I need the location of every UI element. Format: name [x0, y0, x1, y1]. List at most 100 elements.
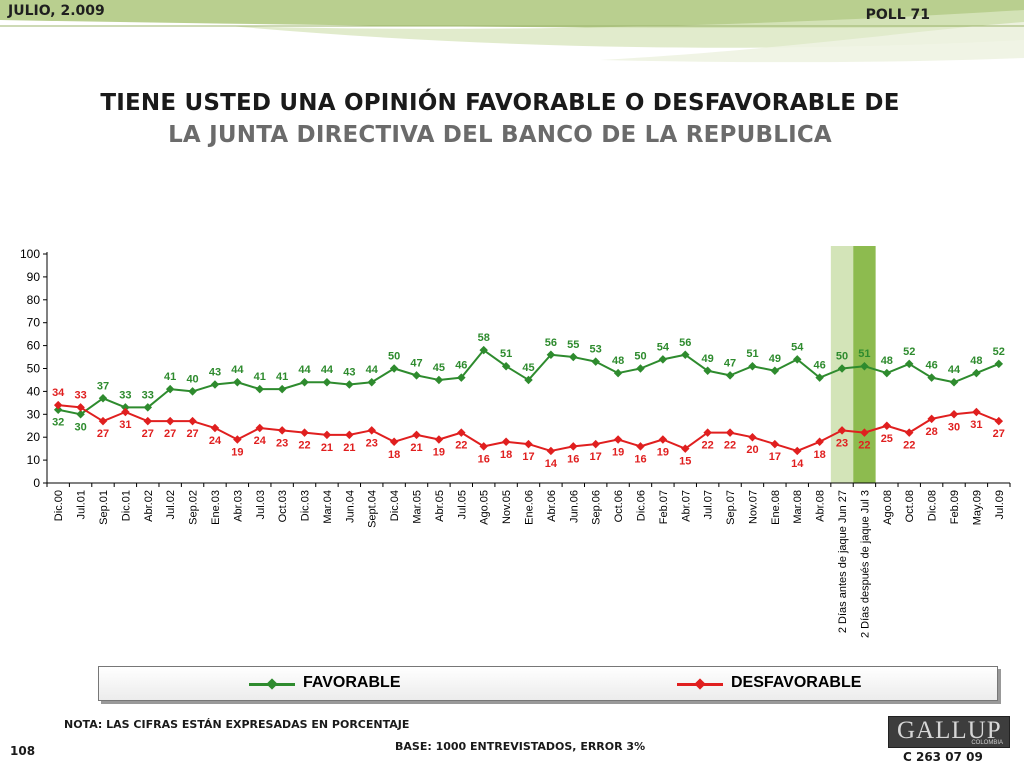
data-point-favorable — [143, 403, 153, 412]
data-point-favorable — [725, 371, 735, 380]
data-point-favorable — [613, 368, 623, 378]
data-label-desfavorable: 17 — [590, 451, 602, 463]
page-number: 108 — [10, 744, 36, 758]
data-point-favorable — [837, 364, 847, 373]
x-tick-label: Jul.05 — [456, 490, 468, 519]
data-label-favorable: 44 — [948, 364, 961, 376]
x-tick-label: Oct.08 — [904, 490, 916, 522]
data-label-favorable: 48 — [970, 355, 982, 367]
data-label-desfavorable: 18 — [814, 449, 826, 461]
data-label-desfavorable: 22 — [702, 440, 714, 452]
data-point-desfavorable — [524, 439, 533, 449]
data-label-desfavorable: 19 — [433, 446, 445, 458]
data-point-favorable — [322, 377, 332, 387]
x-tick-label: Abr.06 — [546, 490, 558, 522]
data-label-favorable: 47 — [724, 357, 736, 369]
data-point-favorable — [389, 364, 399, 373]
data-label-desfavorable: 19 — [231, 446, 243, 458]
data-point-desfavorable — [860, 428, 869, 437]
data-label-desfavorable: 27 — [97, 428, 109, 440]
data-label-favorable: 50 — [634, 351, 646, 363]
data-label-favorable: 54 — [791, 341, 804, 353]
x-tick-label: Abr.07 — [680, 490, 692, 522]
data-point-desfavorable — [613, 435, 623, 444]
y-tick-label: 50 — [27, 362, 41, 376]
data-label-desfavorable: 21 — [343, 442, 355, 454]
x-tick-label: Abr.08 — [815, 490, 827, 522]
data-label-favorable: 48 — [881, 355, 893, 367]
data-label-desfavorable: 27 — [993, 428, 1005, 440]
data-point-desfavorable — [972, 407, 981, 417]
x-tick-label: Abr.02 — [143, 490, 155, 522]
data-label-desfavorable: 24 — [209, 435, 222, 447]
data-point-desfavorable — [233, 435, 242, 444]
chart-title-line-2: LA JUNTA DIRECTIVA DEL BANCO DE LA REPUB… — [168, 122, 832, 148]
data-label-favorable: 37 — [97, 380, 109, 392]
data-point-desfavorable — [837, 426, 847, 435]
data-point-favorable — [457, 373, 466, 382]
data-label-favorable: 30 — [74, 421, 86, 433]
data-label-desfavorable: 14 — [791, 458, 804, 470]
data-point-favorable — [524, 375, 533, 385]
data-point-desfavorable — [345, 430, 354, 440]
data-point-desfavorable — [501, 437, 511, 447]
x-tick-label: Oct.06 — [613, 490, 625, 522]
x-tick-label: Mar.05 — [412, 490, 424, 524]
chart-title-line-1: TIENE USTED UNA OPINIÓN FAVORABLE O DESF… — [100, 90, 900, 116]
poll-label: POLL 71 — [865, 7, 930, 23]
data-label-favorable: 52 — [993, 346, 1005, 358]
chart-legend: FAVORABLE DESFAVORABLE — [98, 666, 998, 701]
data-label-favorable: 51 — [746, 348, 758, 360]
data-point-favorable — [501, 361, 511, 371]
data-label-desfavorable: 22 — [903, 440, 915, 452]
x-tick-label: Mar.04 — [322, 490, 334, 524]
data-point-desfavorable — [725, 428, 735, 437]
data-label-favorable: 46 — [925, 360, 937, 372]
data-point-desfavorable — [658, 435, 668, 444]
data-label-desfavorable: 28 — [925, 426, 937, 438]
data-label-favorable: 51 — [500, 348, 512, 360]
data-point-favorable — [277, 384, 287, 394]
data-label-desfavorable: 25 — [881, 433, 893, 445]
data-point-desfavorable — [479, 442, 488, 451]
data-label-favorable: 46 — [455, 360, 467, 372]
data-point-favorable — [233, 377, 242, 387]
data-label-favorable: 58 — [478, 332, 490, 344]
data-point-desfavorable — [904, 428, 914, 437]
data-label-favorable: 48 — [612, 355, 624, 367]
data-label-favorable: 41 — [254, 371, 266, 383]
data-label-favorable: 51 — [858, 348, 870, 360]
data-label-favorable: 43 — [209, 367, 221, 379]
data-point-desfavorable — [434, 435, 444, 444]
data-point-favorable — [188, 387, 197, 396]
data-label-desfavorable: 21 — [410, 442, 422, 454]
data-label-favorable: 50 — [388, 351, 400, 363]
data-point-desfavorable — [53, 400, 63, 410]
data-point-favorable — [121, 403, 130, 412]
data-point-desfavorable — [591, 439, 600, 449]
gallup-logo: GALLUP COLOMBIA — [888, 716, 1010, 748]
x-tick-label: Feb.09 — [949, 490, 961, 524]
x-tick-label: Sep.01 — [98, 490, 110, 525]
data-point-favorable — [53, 405, 63, 414]
x-tick-label: Sep.07 — [725, 490, 737, 525]
data-point-desfavorable — [121, 407, 130, 417]
data-point-desfavorable — [569, 442, 578, 451]
data-point-desfavorable — [188, 416, 197, 426]
data-label-desfavorable: 27 — [164, 428, 176, 440]
data-label-desfavorable: 34 — [52, 387, 65, 399]
data-point-favorable — [210, 380, 220, 389]
data-point-desfavorable — [367, 426, 376, 435]
data-point-favorable — [412, 371, 421, 380]
data-point-favorable — [793, 355, 802, 364]
x-tick-label: Ene.06 — [524, 490, 536, 525]
header-swoosh-top — [0, 0, 1024, 28]
data-label-desfavorable: 22 — [298, 440, 310, 452]
data-point-favorable — [972, 368, 981, 378]
data-label-favorable: 44 — [298, 364, 311, 376]
data-label-desfavorable: 31 — [119, 419, 131, 431]
legend-favorable-label: FAVORABLE — [303, 674, 401, 691]
data-point-favorable — [748, 361, 757, 371]
data-point-favorable — [345, 380, 354, 389]
